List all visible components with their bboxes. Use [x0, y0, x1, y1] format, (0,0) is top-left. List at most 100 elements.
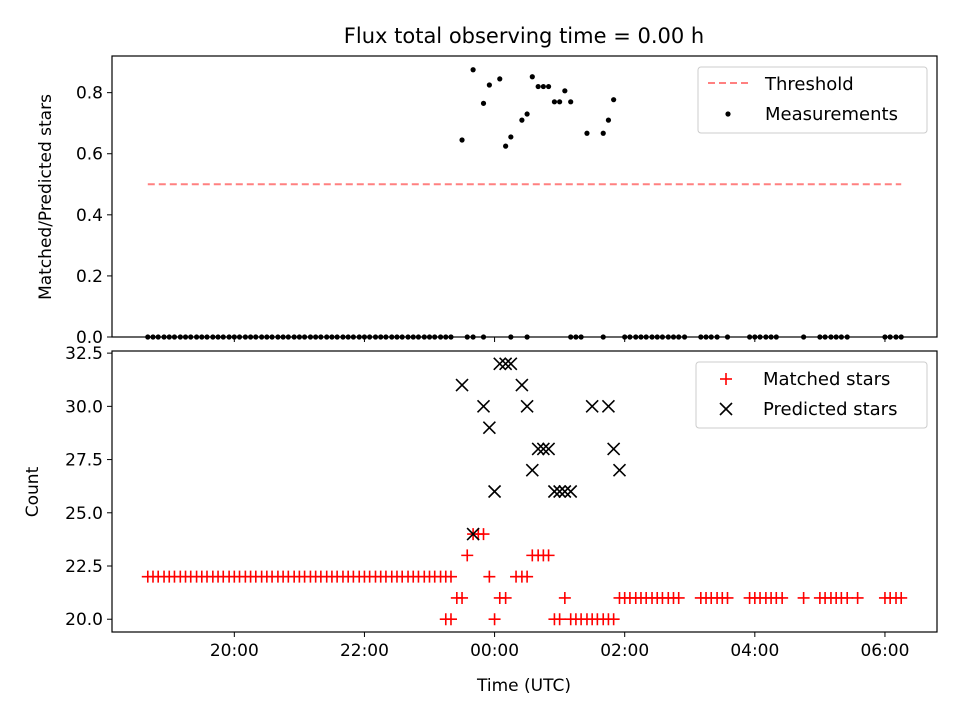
data-point	[601, 399, 615, 413]
y-tick-label: 27.5	[65, 451, 103, 471]
data-point	[524, 111, 530, 117]
threshold-legend-label: Threshold	[764, 74, 854, 95]
data-point	[841, 591, 854, 604]
data-point	[568, 99, 574, 105]
data-point	[499, 357, 513, 371]
data-point	[536, 442, 550, 456]
data-point	[672, 591, 685, 604]
data-point	[851, 591, 864, 604]
data-point	[542, 549, 555, 562]
data-point	[605, 117, 612, 123]
data-point	[585, 399, 599, 413]
top-legend: Threshold Measurements	[697, 66, 928, 134]
data-point	[542, 442, 556, 456]
y-tick-label: 20.0	[65, 610, 103, 630]
data-point	[488, 613, 501, 626]
top-y-axis-label: Matched/Predicted stars	[36, 94, 56, 300]
data-point	[612, 463, 627, 477]
data-point	[547, 484, 561, 499]
data-point	[557, 99, 563, 105]
y-tick-label: 0.4	[76, 206, 103, 226]
bottom-legend-box	[695, 361, 928, 429]
data-point	[521, 570, 534, 583]
data-point	[499, 591, 512, 604]
data-point	[600, 130, 606, 136]
bottom-panel: 20:00 22:00 00:00 02:00 04:00 06:00 20.022.52…	[23, 344, 938, 696]
data-point	[545, 83, 552, 90]
bottom-legend: Matched stars Predicted stars	[695, 361, 928, 429]
matched-legend-swatch	[720, 373, 732, 385]
data-point	[607, 613, 620, 626]
data-point	[776, 591, 789, 604]
data-point	[461, 549, 474, 562]
data-point	[477, 528, 490, 541]
bottom-y-ticks: 20.0 22.5 25.0 27.5 30.0 32.5	[65, 344, 112, 630]
y-tick-label: 25.0	[65, 504, 103, 524]
measurements-legend-swatch	[725, 111, 731, 117]
top-panel: 0.00.20.40.60.8 Matched/Predicted stars …	[36, 55, 938, 348]
data-point	[558, 484, 572, 499]
y-tick-label: 30.0	[65, 397, 103, 417]
x-tick-label: 20:00	[210, 641, 259, 661]
data-point	[564, 484, 578, 499]
y-tick-label: 0.0	[76, 328, 103, 348]
predicted-legend-swatch	[719, 402, 733, 416]
data-point	[562, 88, 568, 94]
data-point	[482, 421, 496, 435]
data-point	[459, 137, 465, 143]
data-point	[535, 83, 541, 90]
data-point	[553, 484, 567, 499]
data-point	[540, 83, 546, 90]
predicted-legend-label: Predicted stars	[763, 399, 897, 420]
bottom-axes-frame	[111, 350, 938, 633]
data-point	[456, 591, 469, 604]
data-point	[504, 357, 518, 371]
y-tick-label: 0.8	[76, 84, 103, 104]
data-point	[721, 591, 734, 604]
y-tick-label: 0.2	[76, 267, 103, 287]
series-matched-stars	[141, 528, 908, 626]
x-tick-label: 06:00	[860, 641, 909, 661]
data-point	[476, 399, 491, 413]
x-axis-label: Time (UTC)	[476, 676, 571, 696]
data-point	[551, 99, 558, 105]
data-point	[519, 117, 525, 123]
top-axes-frame	[111, 55, 938, 338]
data-point	[503, 143, 509, 149]
data-point	[584, 130, 590, 136]
chart-title: Flux total observing time = 0.00 h	[344, 24, 704, 48]
data-point	[531, 442, 545, 456]
data-point	[486, 82, 492, 88]
bottom-x-ticks: 20:00 22:00 00:00 02:00 04:00 06:00	[210, 632, 909, 661]
data-point	[525, 463, 539, 477]
data-point	[493, 357, 507, 371]
data-point	[553, 613, 566, 626]
data-point	[488, 484, 502, 499]
data-point	[558, 591, 571, 604]
data-point	[483, 570, 496, 583]
data-point	[466, 527, 480, 541]
x-tick-label: 22:00	[340, 641, 389, 661]
x-tick-label: 00:00	[470, 641, 519, 661]
data-point	[529, 74, 535, 80]
data-point	[520, 399, 534, 413]
measurements-legend-label: Measurements	[765, 104, 898, 125]
data-point	[444, 613, 457, 626]
data-point	[508, 134, 514, 140]
data-point	[895, 591, 908, 604]
data-point	[611, 97, 617, 103]
bottom-plot-area	[141, 357, 908, 626]
top-legend-box	[697, 66, 928, 134]
y-tick-label: 32.5	[65, 344, 103, 364]
x-tick-label: 02:00	[600, 641, 649, 661]
data-point	[470, 67, 476, 73]
data-point	[497, 76, 503, 82]
matched-legend-label: Matched stars	[763, 369, 890, 390]
bottom-y-axis-label: Count	[23, 466, 43, 517]
series-predicted-stars	[455, 357, 627, 541]
data-point	[444, 570, 457, 583]
data-point	[480, 100, 487, 106]
data-point	[797, 591, 810, 604]
data-point	[455, 378, 469, 392]
